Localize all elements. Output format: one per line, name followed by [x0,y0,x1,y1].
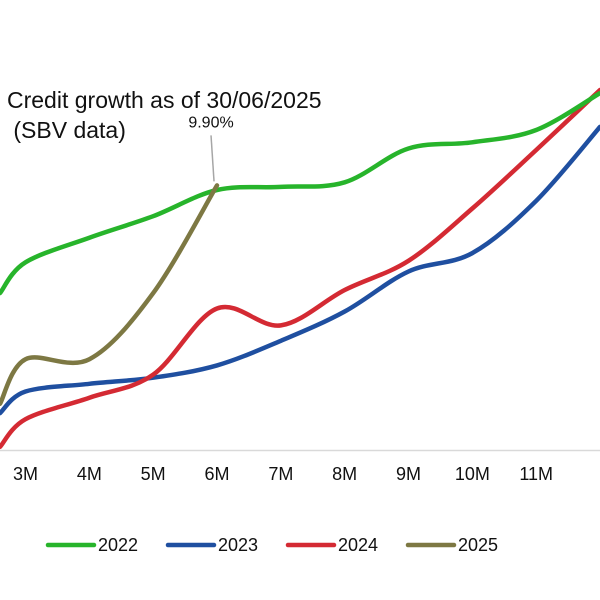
x-tick-label-4M: 4M [77,464,102,484]
series-line-2024 [0,87,600,450]
x-tick-label-6M: 6M [205,464,230,484]
x-tick-label-3M: 3M [13,464,38,484]
legend-item-2024: 2024 [285,535,378,555]
x-tick-label-10M: 10M [455,464,490,484]
legend-item-2023: 2023 [165,535,258,555]
legend-label: 2023 [218,535,258,555]
x-tick-label-5M: 5M [141,464,166,484]
series-line-2023 [0,124,600,416]
legend: 2022 2023 2024 2025 [45,535,498,555]
x-tick-label-11M: 11M [519,464,553,484]
x-tick-label-9M: 9M [396,464,421,484]
legend-label: 2024 [338,535,378,555]
legend-item-2025: 2025 [405,535,498,555]
chart-title-line-1: Credit growth as of 30/06/2025 [7,87,322,113]
x-tick-label-8M: 8M [332,464,357,484]
series-line-2025 [0,183,220,407]
annotations: 9.90% [188,114,234,182]
chart-title-line-2: (SBV data) [7,117,126,143]
legend-item-2022: 2022 [45,535,138,555]
series-line-2022 [0,90,600,296]
annotation-label: 9.90% [188,114,233,131]
x-axis-ticks: 3M 4M 5M 6M 7M 8M 9M 10M 11M [13,464,553,484]
x-tick-label-7M: 7M [268,464,293,484]
chart-title: Credit growth as of 30/06/2025 (SBV data… [7,87,322,143]
legend-label: 2025 [458,535,498,555]
legend-label: 2022 [98,535,138,555]
annotation-leader-line [210,135,215,182]
series-lines [0,87,600,450]
